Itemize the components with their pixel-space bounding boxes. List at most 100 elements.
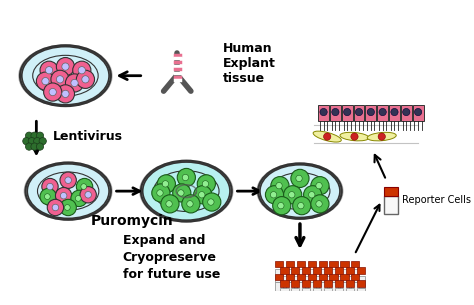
Circle shape xyxy=(292,197,311,215)
Circle shape xyxy=(47,199,64,216)
Bar xyxy=(281,267,289,274)
Circle shape xyxy=(414,108,422,116)
Bar xyxy=(302,280,310,287)
Bar xyxy=(286,282,294,295)
Circle shape xyxy=(45,194,50,199)
Bar xyxy=(302,267,310,274)
Bar xyxy=(286,274,294,280)
Bar xyxy=(329,282,337,295)
Circle shape xyxy=(298,203,304,209)
Ellipse shape xyxy=(18,44,113,107)
Bar xyxy=(286,269,294,282)
Bar xyxy=(346,280,354,287)
Ellipse shape xyxy=(26,163,111,220)
Bar xyxy=(313,280,321,287)
Bar xyxy=(292,289,300,301)
Bar xyxy=(329,274,337,280)
Circle shape xyxy=(166,201,172,207)
Bar xyxy=(346,276,354,289)
Circle shape xyxy=(40,188,56,205)
Bar xyxy=(281,289,289,301)
Bar xyxy=(318,105,329,121)
Bar xyxy=(383,187,398,196)
Ellipse shape xyxy=(143,162,230,220)
Bar xyxy=(308,261,316,267)
Circle shape xyxy=(202,181,209,187)
Bar xyxy=(281,280,289,287)
Circle shape xyxy=(26,143,33,150)
Circle shape xyxy=(60,172,76,188)
Circle shape xyxy=(26,132,33,139)
Circle shape xyxy=(31,132,38,139)
Bar xyxy=(319,261,327,267)
Bar xyxy=(351,269,359,282)
Bar xyxy=(275,261,283,267)
Bar xyxy=(275,269,283,282)
Ellipse shape xyxy=(24,162,113,221)
Ellipse shape xyxy=(258,163,342,219)
Circle shape xyxy=(71,79,78,87)
Circle shape xyxy=(36,72,55,90)
Circle shape xyxy=(55,188,72,204)
Circle shape xyxy=(332,108,339,116)
Circle shape xyxy=(367,108,374,116)
Circle shape xyxy=(31,143,38,150)
Circle shape xyxy=(80,187,96,203)
Bar xyxy=(401,105,412,121)
Circle shape xyxy=(203,193,221,211)
Bar xyxy=(281,276,289,289)
Bar xyxy=(351,282,359,295)
Bar xyxy=(351,261,359,267)
Ellipse shape xyxy=(27,164,109,218)
Circle shape xyxy=(402,108,410,116)
Circle shape xyxy=(324,133,331,140)
Circle shape xyxy=(273,197,291,215)
Circle shape xyxy=(344,108,351,116)
Ellipse shape xyxy=(139,160,234,222)
Bar xyxy=(297,274,305,280)
Ellipse shape xyxy=(22,47,109,105)
Circle shape xyxy=(36,143,44,150)
Circle shape xyxy=(283,186,302,204)
Circle shape xyxy=(76,178,93,195)
Circle shape xyxy=(39,138,46,145)
Ellipse shape xyxy=(313,131,341,142)
Text: Lentivirus: Lentivirus xyxy=(53,130,123,143)
Bar xyxy=(342,105,353,121)
Text: Expand and
Cryopreserve
for future use: Expand and Cryopreserve for future use xyxy=(123,234,220,281)
Bar xyxy=(351,274,359,280)
Circle shape xyxy=(51,70,69,88)
Bar xyxy=(319,282,327,295)
Circle shape xyxy=(208,199,214,205)
Circle shape xyxy=(65,74,83,92)
Circle shape xyxy=(391,108,398,116)
Circle shape xyxy=(36,132,44,139)
Circle shape xyxy=(311,195,329,213)
Bar xyxy=(292,280,300,287)
Bar xyxy=(324,276,332,289)
Bar xyxy=(329,269,337,282)
Circle shape xyxy=(65,177,72,184)
Circle shape xyxy=(75,196,81,201)
Bar xyxy=(357,267,365,274)
Circle shape xyxy=(265,186,283,204)
Bar xyxy=(357,289,365,301)
Circle shape xyxy=(42,178,58,195)
Bar xyxy=(346,289,354,301)
Circle shape xyxy=(76,70,94,88)
Bar xyxy=(357,276,365,289)
Circle shape xyxy=(71,190,87,206)
Bar xyxy=(302,276,310,289)
Circle shape xyxy=(162,181,169,187)
Circle shape xyxy=(199,192,205,198)
Bar xyxy=(324,267,332,274)
Circle shape xyxy=(182,174,189,181)
Text: Puromycin: Puromycin xyxy=(91,214,173,228)
Circle shape xyxy=(23,138,30,145)
Circle shape xyxy=(270,192,277,198)
Ellipse shape xyxy=(256,163,344,220)
Bar xyxy=(335,280,343,287)
Bar xyxy=(346,267,354,274)
Bar xyxy=(330,105,341,121)
Circle shape xyxy=(56,76,64,83)
